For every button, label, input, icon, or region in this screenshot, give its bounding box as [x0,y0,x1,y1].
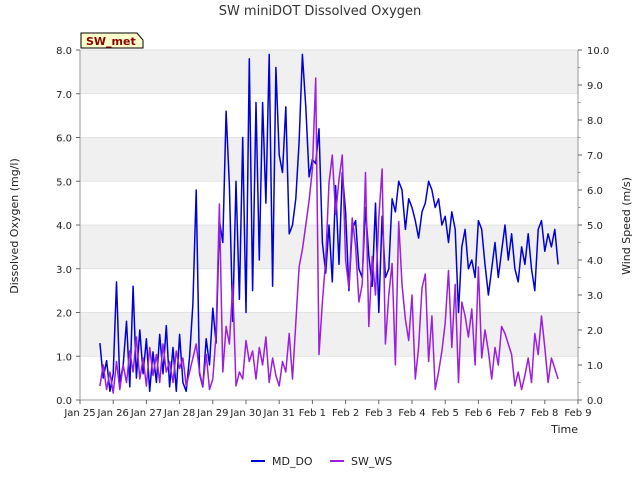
y2-tick-label: 10.0 [587,46,609,57]
x-tick-label: Feb 3 [365,408,392,419]
background-band [80,137,578,182]
x-tick-label: Jan 25 [63,408,95,419]
x-tick-label: Feb 9 [564,408,591,419]
y2-tick-label: 9.0 [587,81,603,92]
background-band [80,312,578,357]
chart-title: SW miniDOT Dissolved Oxygen [219,4,422,19]
badge-box [80,32,144,49]
x-axis-label: Time [550,423,578,436]
series-line-sw-ws [99,77,559,394]
y2-axis-label: Wind Speed (m/s) [620,177,633,275]
x-tick-label: Feb 7 [498,408,525,419]
background-band [80,50,578,94]
y2-tick-label: 3.0 [587,291,603,302]
x-tick-label: Jan 27 [130,408,162,419]
legend-label-md-do: MD_DO [272,455,313,468]
y-tick-label: 2.0 [56,309,72,320]
legend: MD_DO SW_WS [251,455,392,468]
legend-label-sw-ws: SW_WS [351,455,392,468]
y2-tick-label: 1.0 [587,361,603,372]
y-tick-label: 1.0 [56,352,72,363]
x-tick-label: Jan 31 [263,408,295,419]
y2-axis-ticks: 0.0 1.0 2.0 3.0 4.0 5.0 6.0 7.0 8.0 9.0 10.0 [578,46,609,407]
y-tick-label: 5.0 [56,177,72,188]
y2-tick-label: 6.0 [587,186,603,197]
y2-tick-label: 8.0 [587,116,603,127]
y-tick-label: 3.0 [56,265,72,276]
x-tick-label: Feb 4 [398,408,425,419]
y2-tick-label: 4.0 [587,256,603,267]
x-tick-label: Feb 8 [531,408,558,419]
x-tick-label: Jan 28 [163,408,195,419]
x-tick-label: Jan 30 [229,408,261,419]
y2-tick-label: 2.0 [587,326,603,337]
x-tick-label: Feb 5 [432,408,459,419]
y-tick-label: 7.0 [56,90,72,101]
x-tick-label: Feb 6 [465,408,492,419]
x-axis-ticks: Jan 25 Jan 26 Jan 27 Jan 28 Jan 29 Jan 30 Jan … [63,400,592,419]
y-axis-ticks: 0.0 1.0 2.0 3.0 4.0 5.0 6.0 7.0 8.0 [56,46,80,407]
y-tick-label: 6.0 [56,134,72,145]
background-bands [80,50,578,357]
y-tick-label: 4.0 [56,221,72,232]
series-line-md-do [99,53,559,393]
x-tick-label: Jan 29 [196,408,228,419]
y2-tick-label: 0.0 [587,396,603,407]
x-tick-label: Feb 1 [299,408,326,419]
y-axis-label: Dissolved Oxygen (mg/l) [8,158,21,293]
y2-tick-label: 5.0 [587,221,603,232]
y-tick-label: 8.0 [56,46,72,57]
x-tick-label: Feb 2 [332,408,359,419]
badge-label: SW_met [86,35,136,48]
series-lines [99,53,559,394]
y2-tick-label: 7.0 [587,151,603,162]
station-badge: SW_met [80,32,144,49]
x-tick-label: Jan 26 [97,408,129,419]
y-tick-label: 0.0 [56,396,72,407]
